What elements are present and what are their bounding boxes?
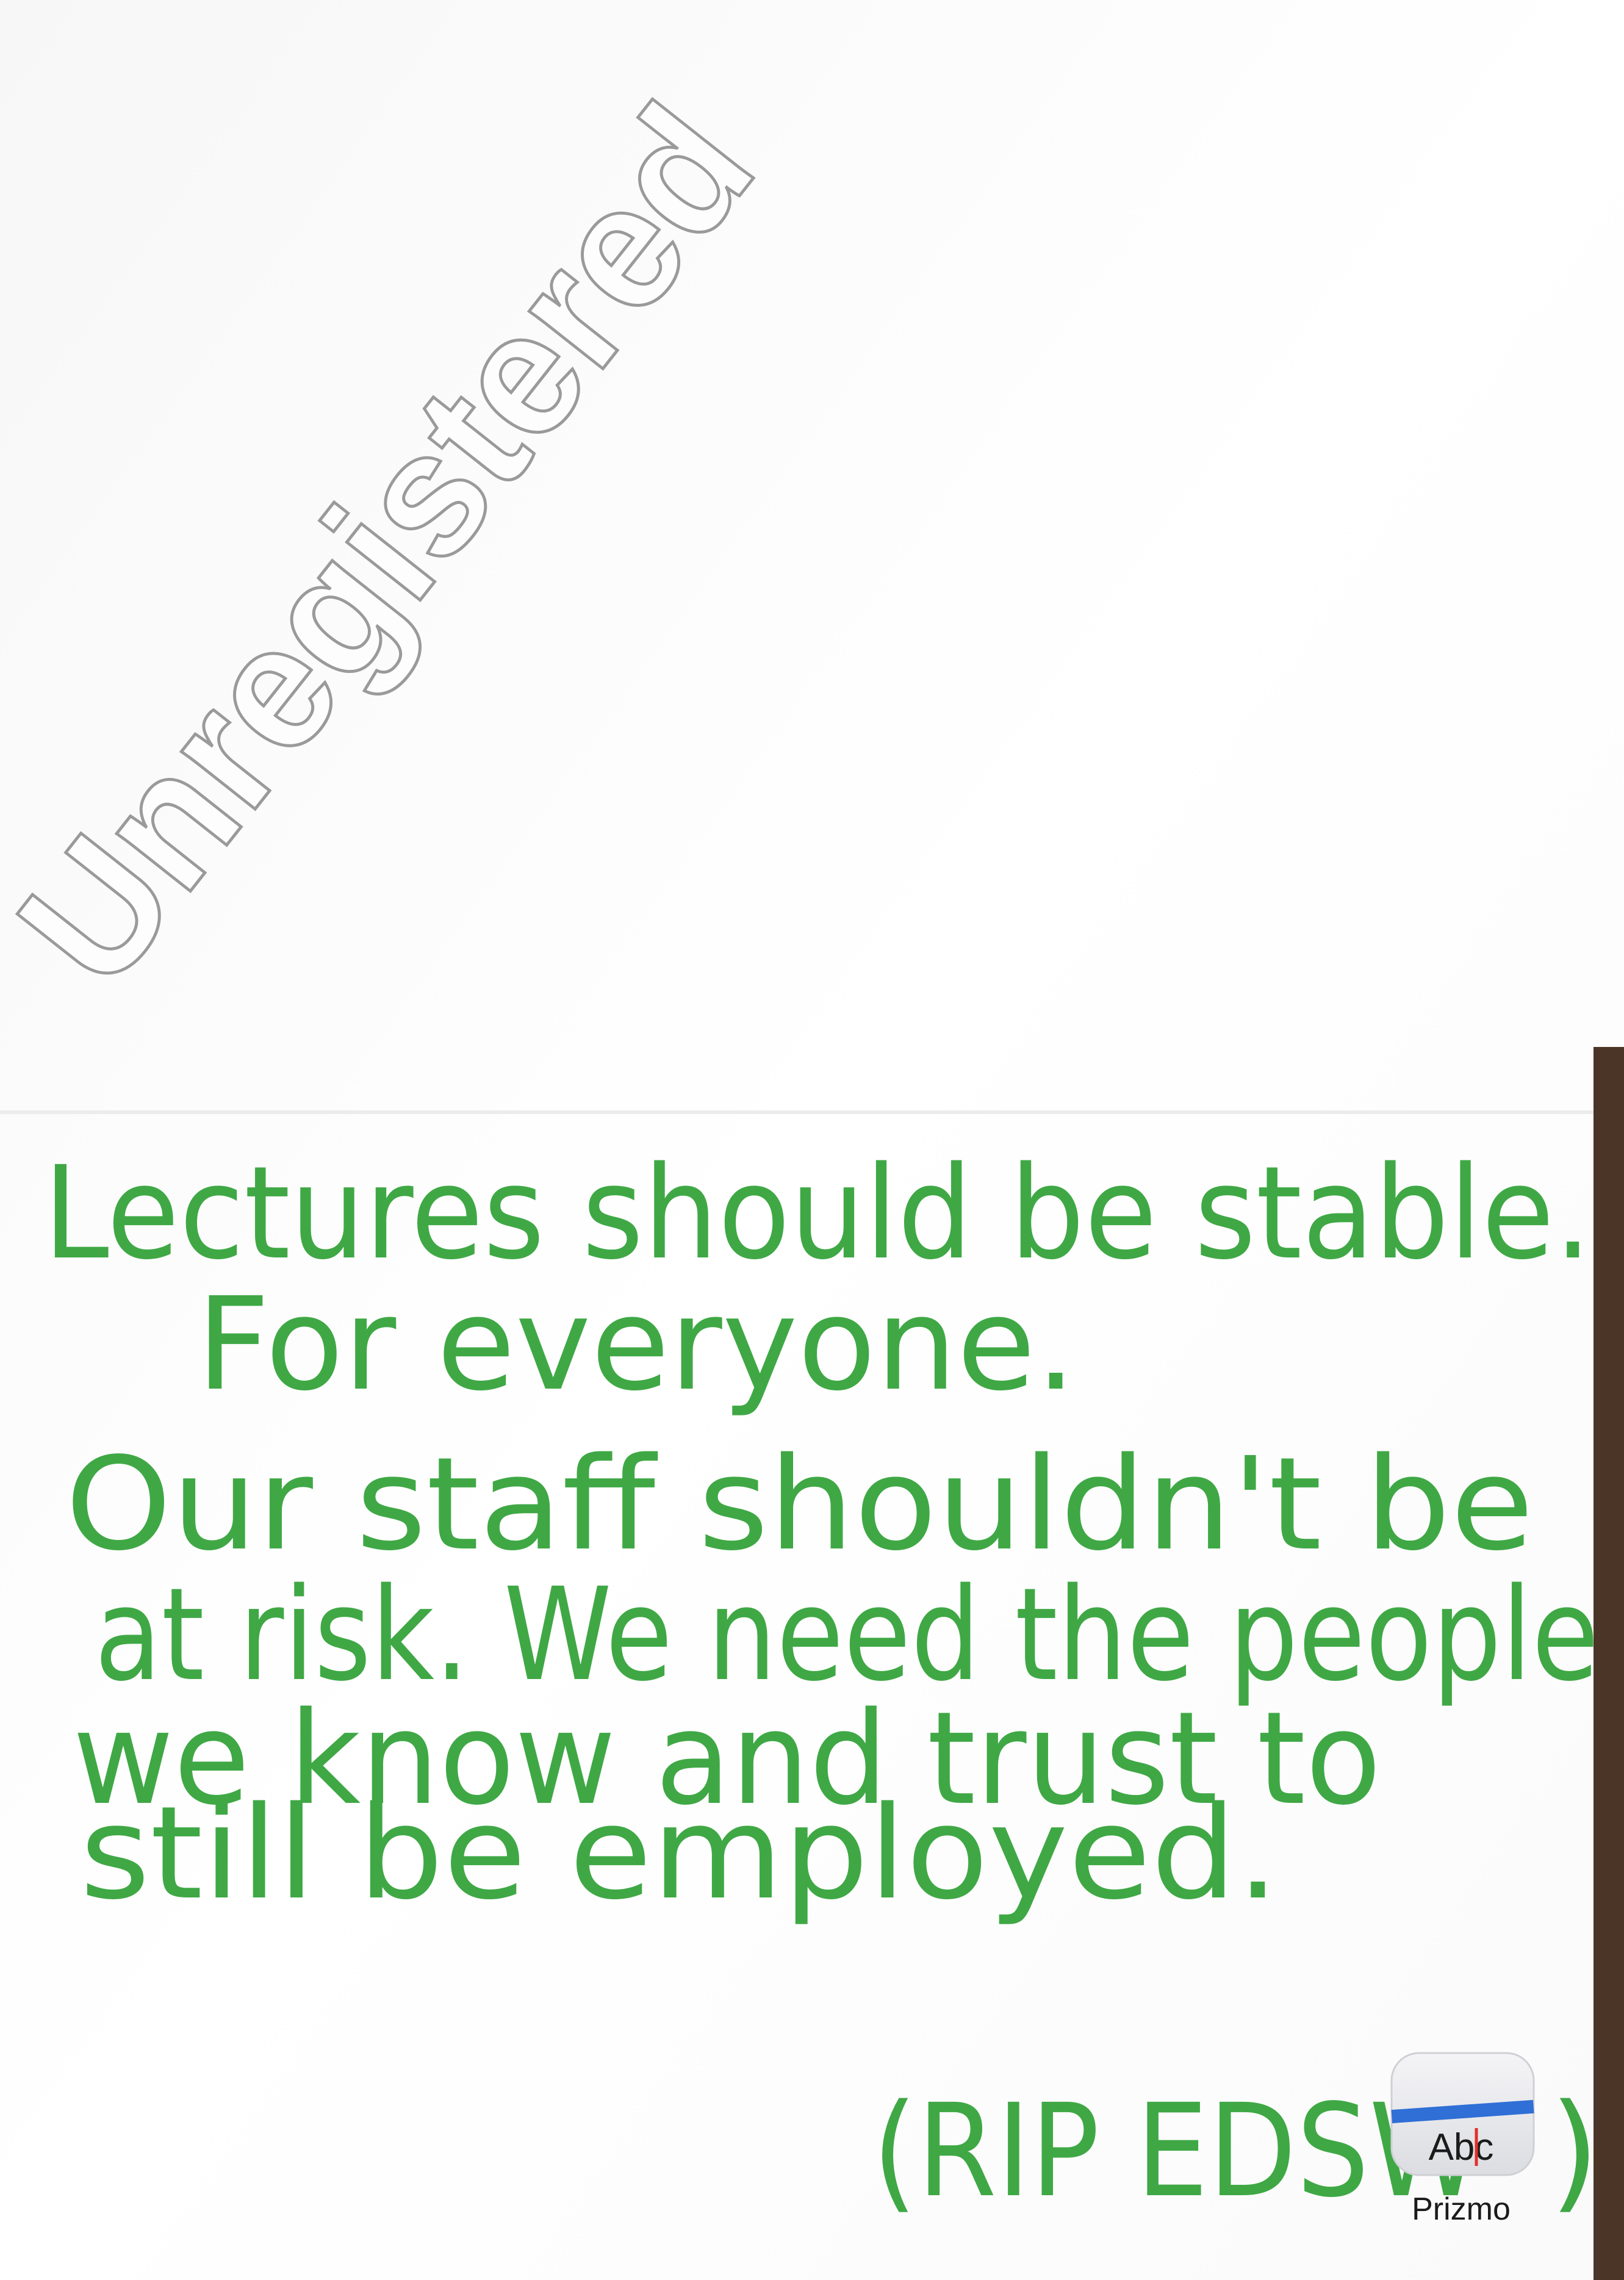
- signature: (RIP EDSW: [872, 2076, 1482, 2226]
- icon-text: Abc: [1429, 2126, 1494, 2168]
- app-badge: Abc Prizmo: [1390, 2052, 1535, 2227]
- note-line: still be employed.: [80, 1778, 1279, 1928]
- note-line: Lectures should be stable.: [43, 1138, 1592, 1288]
- app-name: Prizmo: [1412, 2192, 1511, 2227]
- icon-stripe: [1391, 2099, 1534, 2124]
- signature-end: ): [1550, 2076, 1600, 2226]
- table-edge: [1593, 1047, 1624, 2280]
- note-line: we know and trust to: [73, 1684, 1381, 1833]
- note-line: For everyone.: [196, 1270, 1076, 1419]
- note-line: Our staff shouldn't be: [65, 1429, 1534, 1579]
- note-line: at risk. We need the people: [95, 1560, 1599, 1710]
